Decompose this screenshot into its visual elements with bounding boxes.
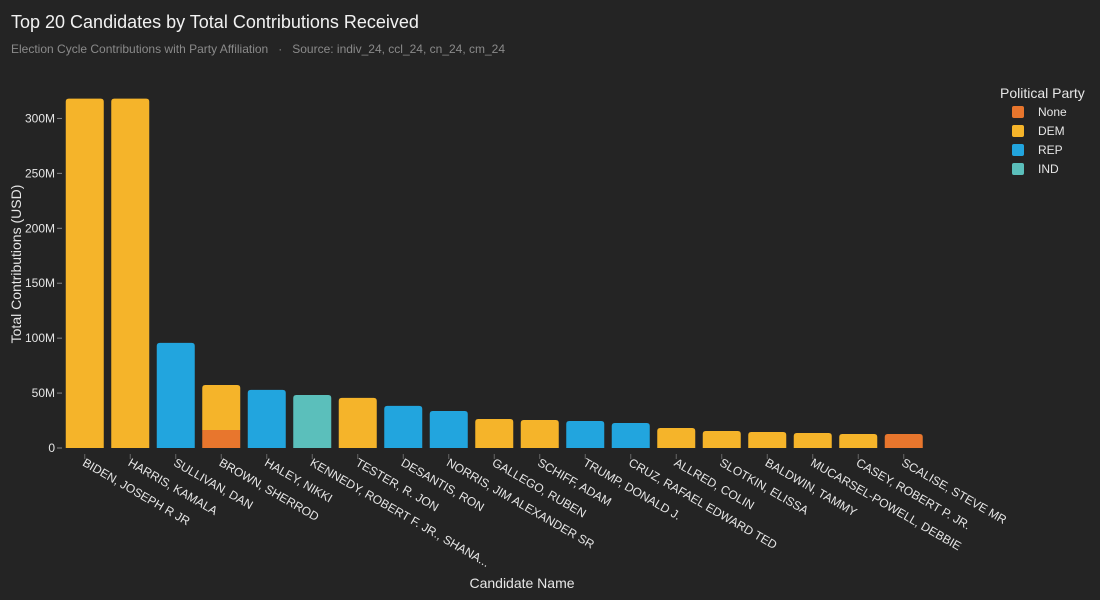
bar-dem[interactable] (202, 384, 241, 430)
bar-ind[interactable] (293, 394, 332, 448)
bars (65, 98, 923, 449)
bar-rep[interactable] (611, 422, 650, 448)
bar-dem[interactable] (65, 98, 104, 449)
legend-label[interactable]: DEM (1038, 124, 1065, 138)
y-tick-label: 50M (32, 386, 55, 400)
bar-rep[interactable] (247, 389, 286, 448)
bar-dem[interactable] (748, 431, 787, 448)
legend-label[interactable]: None (1038, 105, 1067, 119)
bar-rep[interactable] (429, 410, 468, 448)
y-tick-label: 200M (25, 221, 55, 235)
legend-swatch-dem[interactable] (1012, 125, 1024, 137)
legend-label[interactable]: IND (1038, 162, 1059, 176)
legend-swatch-rep[interactable] (1012, 144, 1024, 156)
y-tick-label: 300M (25, 111, 55, 125)
y-tick-label: 150M (25, 276, 55, 290)
y-tick-label: 250M (25, 166, 55, 180)
chart-title: Top 20 Candidates by Total Contributions… (11, 12, 419, 32)
bar-dem[interactable] (111, 98, 150, 449)
legend-swatch-ind[interactable] (1012, 163, 1024, 175)
y-axis: 0 50M 100M 150M 200M 250M 300M (25, 111, 62, 455)
bar-rep[interactable] (384, 405, 423, 448)
chart-subtitle: Election Cycle Contributions with Party … (11, 42, 506, 56)
bar-dem[interactable] (475, 418, 514, 448)
y-tick-label: 0 (48, 441, 55, 455)
bar-dem[interactable] (793, 432, 832, 448)
bar-dem[interactable] (520, 419, 559, 448)
legend-title: Political Party (1000, 85, 1085, 101)
bar-none[interactable] (202, 429, 241, 448)
bar-rep[interactable] (566, 420, 605, 448)
bar-dem[interactable] (338, 397, 377, 448)
bar-rep[interactable] (156, 342, 195, 448)
bar-dem[interactable] (702, 430, 741, 448)
legend: Political Party None DEM REP IND (1000, 85, 1085, 176)
legend-swatch-none[interactable] (1012, 106, 1024, 118)
bar-none[interactable] (884, 433, 923, 448)
y-tick-label: 100M (25, 331, 55, 345)
legend-label[interactable]: REP (1038, 143, 1063, 157)
y-axis-title: Total Contributions (USD) (8, 185, 24, 344)
bar-dem[interactable] (657, 428, 696, 448)
bar-dem[interactable] (839, 433, 878, 448)
x-axis-title: Candidate Name (469, 575, 574, 591)
